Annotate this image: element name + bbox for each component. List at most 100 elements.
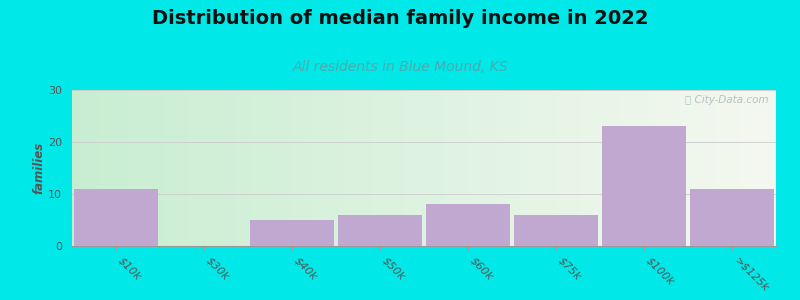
Bar <box>110 90 112 246</box>
Bar <box>750 90 753 246</box>
Bar <box>112 90 114 246</box>
Bar <box>532 90 534 246</box>
Bar <box>424 90 426 246</box>
Bar <box>398 90 401 246</box>
Bar <box>726 90 729 246</box>
Bar <box>269 90 271 246</box>
Bar <box>196 90 198 246</box>
Bar <box>694 90 696 246</box>
Bar <box>351 90 354 246</box>
Bar <box>598 90 600 246</box>
Bar <box>288 90 290 246</box>
Bar <box>356 90 358 246</box>
Bar <box>333 90 335 246</box>
Bar <box>647 90 650 246</box>
Bar <box>406 90 407 246</box>
Bar <box>642 90 645 246</box>
Bar <box>260 90 262 246</box>
Bar <box>534 90 537 246</box>
Bar <box>98 90 100 246</box>
Bar <box>736 90 738 246</box>
Bar <box>469 90 471 246</box>
Bar <box>722 90 724 246</box>
Bar <box>306 90 309 246</box>
Bar <box>382 90 384 246</box>
Bar <box>314 90 316 246</box>
Bar <box>142 90 145 246</box>
Bar <box>201 90 203 246</box>
Bar <box>326 90 328 246</box>
Bar <box>544 90 546 246</box>
Bar <box>178 90 180 246</box>
Bar <box>410 90 412 246</box>
Bar <box>464 90 466 246</box>
Bar <box>668 90 670 246</box>
Bar <box>72 90 74 246</box>
Bar <box>377 90 379 246</box>
Bar <box>718 90 720 246</box>
Bar <box>618 90 621 246</box>
Bar <box>304 90 306 246</box>
Bar <box>396 90 398 246</box>
Bar <box>478 90 480 246</box>
Bar <box>253 90 255 246</box>
Bar <box>429 90 431 246</box>
Bar <box>590 90 593 246</box>
Bar <box>89 90 90 246</box>
Bar <box>374 90 377 246</box>
Bar <box>192 90 194 246</box>
Bar <box>180 90 182 246</box>
Bar <box>525 90 527 246</box>
Bar <box>755 90 758 246</box>
Bar <box>558 90 560 246</box>
Bar <box>690 189 774 246</box>
Bar <box>119 90 122 246</box>
Bar <box>206 90 208 246</box>
Bar <box>330 90 333 246</box>
Bar <box>442 90 445 246</box>
Bar <box>595 90 598 246</box>
Bar <box>640 90 642 246</box>
Bar <box>266 90 269 246</box>
Bar <box>656 90 658 246</box>
Bar <box>497 90 499 246</box>
Bar <box>530 90 532 246</box>
Bar <box>462 90 464 246</box>
Bar <box>215 90 218 246</box>
Bar <box>570 90 572 246</box>
Bar <box>713 90 715 246</box>
Bar <box>203 90 206 246</box>
Bar <box>447 90 450 246</box>
Bar <box>346 90 349 246</box>
Bar <box>210 90 213 246</box>
Bar <box>504 90 506 246</box>
Bar <box>316 90 318 246</box>
Bar <box>363 90 366 246</box>
Bar <box>412 90 414 246</box>
Bar <box>84 90 86 246</box>
Bar <box>539 90 542 246</box>
Bar <box>720 90 722 246</box>
Bar <box>414 90 417 246</box>
Bar <box>550 90 553 246</box>
Bar <box>182 90 185 246</box>
Bar <box>208 90 210 246</box>
Bar <box>100 90 102 246</box>
Bar <box>678 90 680 246</box>
Bar <box>344 90 346 246</box>
Bar <box>234 90 236 246</box>
Bar <box>689 90 691 246</box>
Bar <box>743 90 746 246</box>
Bar <box>321 90 323 246</box>
Bar <box>546 90 548 246</box>
Bar <box>328 90 330 246</box>
Bar <box>190 90 192 246</box>
Bar <box>499 90 502 246</box>
Bar <box>555 90 558 246</box>
Bar <box>436 90 438 246</box>
Bar <box>602 90 605 246</box>
Bar <box>515 90 518 246</box>
Bar <box>431 90 434 246</box>
Bar <box>238 90 241 246</box>
Bar <box>520 90 522 246</box>
